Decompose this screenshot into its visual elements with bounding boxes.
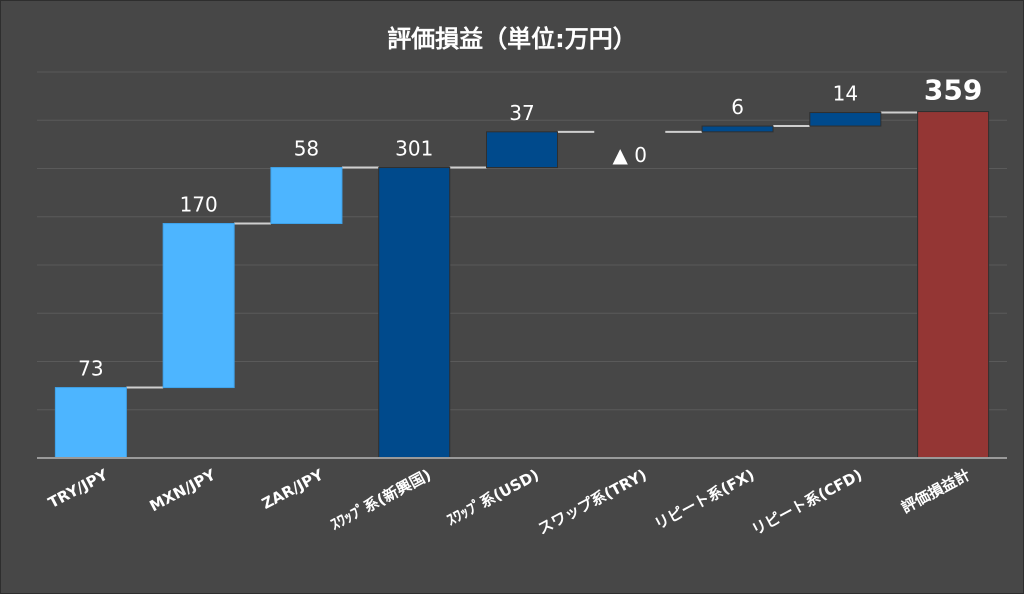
bar-評価損益計: [917, 111, 990, 459]
bar-ｽﾜｯﾌﾟ系(新興国): [378, 167, 451, 459]
connectors: [126, 111, 918, 389]
data-label: 73: [78, 357, 103, 381]
x-tick-label: ｽﾜｯﾌﾟ系(USD): [444, 466, 542, 530]
x-tick-label: TRY/JPY: [45, 465, 112, 512]
data-label: 301: [395, 137, 433, 161]
bar-ｽﾜｯﾌﾟ系(USD): [486, 131, 558, 169]
data-label: 14: [833, 82, 858, 106]
data-labels: 73 170 58 301 37 ▲ 0 6 14 359: [78, 74, 982, 381]
bars: [54, 111, 990, 459]
bar-リピート系(FX): [701, 125, 774, 133]
data-label: ▲ 0: [613, 143, 647, 167]
x-tick-label: 評価損益計: [898, 466, 973, 517]
x-tick-label: スワップ系(TRY): [535, 466, 650, 538]
data-label: 37: [509, 101, 534, 125]
data-label: 170: [180, 193, 218, 217]
bar-ZAR/JPY: [270, 167, 343, 225]
bar-リピート系(CFD): [809, 112, 882, 127]
data-label: 58: [294, 137, 319, 161]
data-label: 359: [924, 74, 982, 107]
data-label: 6: [731, 95, 744, 119]
x-tick-label: ZAR/JPY: [259, 465, 328, 513]
x-tick-label: リピート系(CFD): [749, 466, 866, 539]
bar-TRY/JPY: [54, 387, 127, 459]
x-tick-label: ｽﾜｯﾌﾟ系(新興国): [327, 466, 434, 534]
bar-MXN/JPY: [162, 223, 235, 389]
x-tick-label: リピート系(FX): [651, 466, 757, 534]
x-tick-label: MXN/JPY: [147, 465, 220, 515]
chart-title: 評価損益（単位:万円）: [387, 25, 637, 53]
x-tick-labels: TRY/JPY MXN/JPY ZAR/JPY ｽﾜｯﾌﾟ系(新興国) ｽﾜｯﾌﾟ系(U…: [45, 465, 973, 539]
